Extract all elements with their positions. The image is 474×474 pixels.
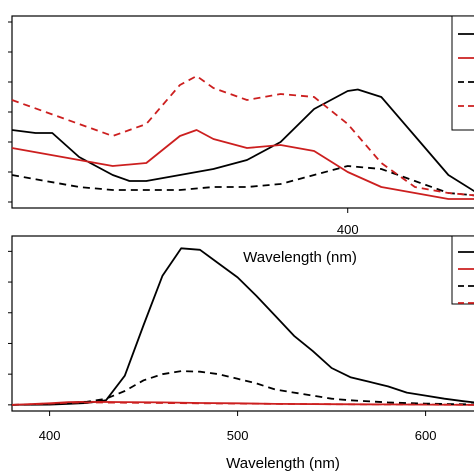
bottom-x-tick-label-0: 400	[39, 428, 61, 443]
bottom-x-axis-title: Wavelength (nm)	[226, 455, 340, 472]
top-series-line-3	[11, 75, 474, 197]
bottom-x-tick-label-1: 500	[227, 428, 249, 443]
top-series-line-0	[11, 88, 474, 193]
top-y-ticks	[8, 21, 12, 203]
bottom-series-line-2	[11, 370, 474, 406]
bottom-plot-frame	[11, 235, 474, 412]
top-series-line-2	[11, 165, 474, 197]
bottom-series-lines	[11, 247, 474, 406]
top-series-lines	[11, 75, 474, 200]
top-x-tick-label-0: 400	[337, 222, 359, 237]
top-series-line-1	[11, 129, 474, 200]
top-legend-samples	[458, 33, 474, 107]
bottom-x-tick-label-2: 600	[415, 428, 437, 443]
top-absorption-panel: 400 Wavelength (nm)	[8, 15, 474, 266]
bottom-emission-panel: 400 500 600 Wavelength (nm)	[8, 235, 474, 472]
top-x-ticks: 400	[337, 208, 359, 237]
bottom-legend	[451, 235, 474, 305]
bottom-y-ticks	[8, 250, 12, 406]
bottom-series-line-3	[11, 401, 474, 406]
bottom-legend-samples	[458, 251, 474, 304]
top-legend	[451, 15, 474, 131]
bottom-series-line-0	[11, 247, 474, 406]
top-x-axis-title: Wavelength (nm)	[243, 249, 357, 266]
top-legend-box	[451, 15, 474, 131]
bottom-legend-box	[451, 235, 474, 305]
bottom-x-ticks: 400 500 600	[39, 411, 437, 443]
